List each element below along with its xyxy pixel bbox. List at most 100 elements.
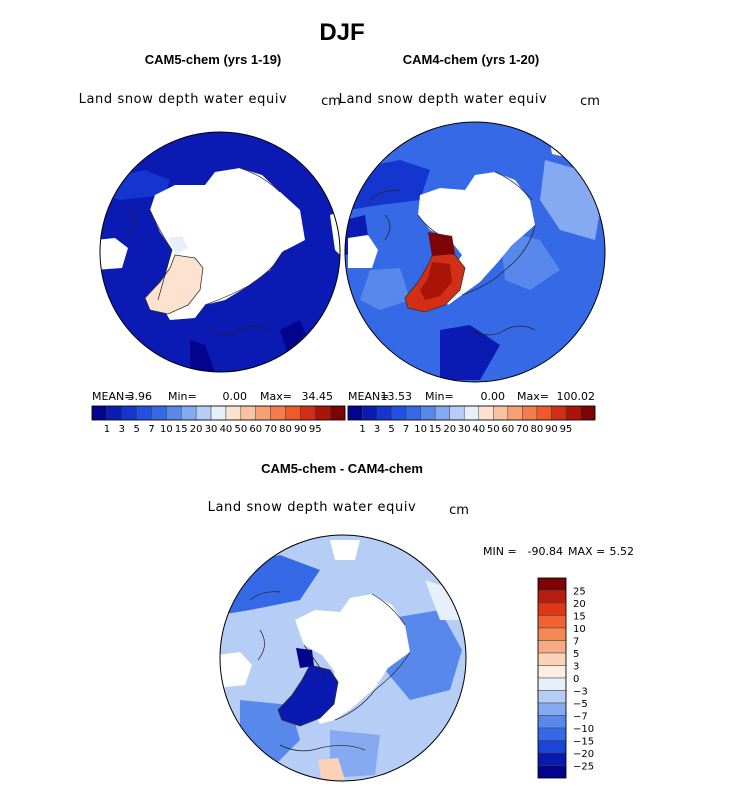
colorbar-swatch xyxy=(285,405,301,421)
panel-difference: CAM5-chem - CAM4-chem Land snow depth wa… xyxy=(208,461,635,782)
colorbar-tick-label: 7 xyxy=(403,424,409,435)
colorbar-swatch xyxy=(537,590,567,604)
colorbar-tick-label: 7 xyxy=(573,637,579,648)
panel-cam4-min-label: Min= xyxy=(425,390,454,403)
colorbar-tick-label: 10 xyxy=(414,424,427,435)
panel-cam4-units: cm xyxy=(580,94,600,109)
panel-cam4-max-label: Max= xyxy=(517,390,549,403)
no-data-region xyxy=(288,132,320,150)
light-snow-patch xyxy=(360,268,410,310)
small-decrease-patch xyxy=(330,730,380,778)
colorbar-swatch xyxy=(329,405,346,421)
colorbar-swatch xyxy=(537,652,567,666)
panel-cam4-title: CAM4-chem (yrs 1-20) xyxy=(403,52,540,67)
colorbar-swatch xyxy=(551,405,567,421)
colorbar-tick-label: 90 xyxy=(545,424,558,435)
peak-snow xyxy=(428,232,455,256)
colorbar-tick-label: −15 xyxy=(573,737,594,748)
greenland-snow-core xyxy=(420,262,452,300)
colorbar-tick-label: 80 xyxy=(279,424,292,435)
colorbar-swatch xyxy=(255,405,271,421)
colorbar-tick-label: 5 xyxy=(573,649,579,660)
colorbar-swatch xyxy=(405,405,421,421)
colorbar-swatch xyxy=(478,405,494,421)
colorbar-tick-label: 7 xyxy=(148,424,154,435)
colorbar-swatch xyxy=(300,405,316,421)
colorbar-tick-label: 1 xyxy=(359,424,365,435)
no-data-region xyxy=(330,210,340,260)
coastline xyxy=(369,171,536,336)
panel-difference-title: CAM5-chem - CAM4-chem xyxy=(261,461,423,476)
panel-cam5-map xyxy=(100,132,340,372)
colorbar-frame xyxy=(347,405,596,421)
light-snow-patch xyxy=(500,230,560,290)
colorbar-tick-label: 10 xyxy=(573,624,586,635)
colorbar-swatch xyxy=(537,640,567,654)
no-data-region xyxy=(348,235,378,268)
colorbar-tick-label: −7 xyxy=(573,712,588,723)
colorbar-swatch xyxy=(493,405,509,421)
colorbar-swatch xyxy=(151,405,167,421)
panel-cam5-title: CAM5-chem (yrs 1-19) xyxy=(145,52,282,67)
colorbar-tick-label: 40 xyxy=(220,424,233,435)
colorbar-swatch xyxy=(537,740,567,754)
panel-cam4-min-value: 0.00 xyxy=(481,390,506,403)
colorbar-tick-label: 15 xyxy=(429,424,442,435)
no-data-region xyxy=(548,130,575,158)
colorbar-tick-label: 10 xyxy=(160,424,173,435)
panel-cam5-max-value: 34.45 xyxy=(302,390,334,403)
colorbar-swatch xyxy=(210,405,227,421)
panel-cam4-colorbar: 1 3 5 7 10 15 20 30 40 50 60 70 80 90 95 xyxy=(347,405,596,435)
colorbar-tick-label: 15 xyxy=(175,424,188,435)
panel-difference-variable: Land snow depth water equiv xyxy=(208,500,417,515)
panel-difference-max-label: MAX = xyxy=(568,545,605,558)
colorbar-tick-label: 50 xyxy=(234,424,247,435)
colorbar-tick-label: 0 xyxy=(573,674,579,685)
colorbar-swatch xyxy=(420,405,436,421)
colorbar-swatch xyxy=(225,405,242,421)
panel-cam4-map xyxy=(345,122,605,382)
colorbar-tick-label: 90 xyxy=(294,424,307,435)
colorbar-swatch xyxy=(136,405,152,421)
panel-cam5-colorbar: 1 3 5 7 10 15 20 30 40 50 60 70 80 90 95 xyxy=(91,405,346,435)
colorbar-swatch xyxy=(565,405,581,421)
panel-cam4-max-value: 100.02 xyxy=(557,390,596,403)
colorbar-tick-label: 95 xyxy=(560,424,573,435)
colorbar-swatch xyxy=(270,405,286,421)
colorbar-tick-label: 95 xyxy=(309,424,322,435)
colorbar-tick-label: 3 xyxy=(119,424,125,435)
colorbar-swatch xyxy=(121,405,137,421)
colorbar-tick-label: −10 xyxy=(573,724,594,735)
no-data-region xyxy=(100,238,128,270)
panel-difference-max-value: 5.52 xyxy=(610,545,635,558)
panel-cam5: CAM5-chem (yrs 1-19) Land snow depth wat… xyxy=(79,52,346,435)
colorbar-tick-label: 3 xyxy=(374,424,380,435)
panel-cam5-max-label: Max= xyxy=(260,390,292,403)
colorbar-tick-label: 70 xyxy=(516,424,529,435)
panel-cam5-units: cm xyxy=(321,94,341,109)
colorbar-tick-label: 20 xyxy=(573,599,586,610)
colorbar-swatch xyxy=(106,405,123,421)
greenland-snow xyxy=(144,254,204,315)
colorbar-swatch xyxy=(537,765,567,779)
colorbar-swatch xyxy=(91,405,108,421)
colorbar-tick-label: 25 xyxy=(573,587,586,598)
small-increase-patch xyxy=(318,758,345,781)
colorbar-swatch xyxy=(537,752,567,766)
colorbar-tick-label: −20 xyxy=(573,749,594,760)
colorbar-tick-label: −25 xyxy=(573,762,594,773)
deep-blue-patch xyxy=(190,340,215,372)
colorbar-swatch xyxy=(537,727,567,741)
colorbar-swatch xyxy=(362,405,378,421)
colorbar-swatch xyxy=(536,405,552,421)
colorbar-tick-label: 20 xyxy=(443,424,456,435)
colorbar-swatch xyxy=(537,577,567,591)
no-data-region xyxy=(418,172,535,305)
colorbar-swatch xyxy=(537,715,567,729)
colorbar-tick-label: 40 xyxy=(472,424,485,435)
colorbar-tick-label: −3 xyxy=(573,687,588,698)
panel-cam5-min-value: 0.00 xyxy=(223,390,248,403)
colorbar-swatch xyxy=(507,405,523,421)
colorbar-tick-label: 30 xyxy=(458,424,471,435)
greenland-large-decrease xyxy=(277,664,339,727)
